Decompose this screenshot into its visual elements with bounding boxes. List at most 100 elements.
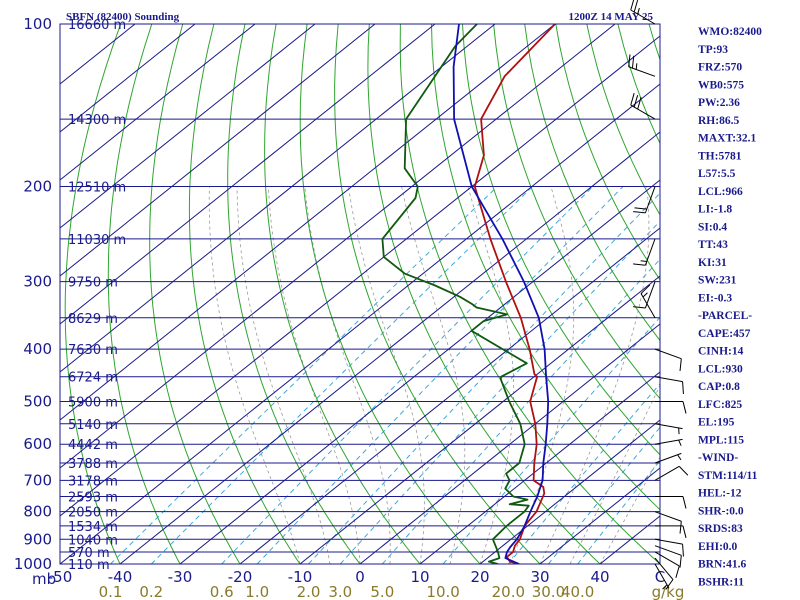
temperature-tick-label: 30: [530, 568, 549, 586]
stability-index-entry: -PARCEL-: [698, 310, 752, 322]
wind-barb-staff: [640, 293, 656, 319]
wind-barb: [633, 186, 656, 214]
wind-barb: [654, 557, 674, 590]
wind-barb-staff: [654, 452, 682, 464]
wind-barb-feather: [640, 284, 651, 294]
pressure-unit-label: mb: [32, 570, 56, 588]
isotherm-line: [119, 131, 660, 564]
wind-barb-feather: [682, 544, 684, 557]
wind-barb-feather: [633, 211, 646, 214]
wind-barb: [654, 538, 684, 557]
stability-index-entry: MAXT:32.1: [698, 133, 756, 145]
wind-barb-feather: [679, 521, 682, 534]
mixing-ratio-tick-label: 1.0: [245, 583, 269, 600]
moist-adiabat-line: [599, 456, 660, 564]
mixing-ratio-tick-label: 10.0: [426, 583, 459, 600]
height-label: 4442 m: [68, 438, 118, 453]
wind-barb-staff: [654, 545, 682, 556]
stability-index-entry: STM:114/11: [698, 470, 758, 482]
isotherm-line: [60, 35, 660, 517]
height-label: 570 m: [68, 546, 110, 561]
wind-barb-staff: [654, 465, 680, 481]
pressure-tick-label: 900: [23, 530, 52, 548]
stability-index-entry: WB0:575: [698, 79, 744, 91]
wind-barb: [654, 551, 680, 579]
temperature-tick-label: -50: [48, 568, 73, 586]
temperature-profile: [473, 24, 556, 564]
isotherm-line: [60, 24, 196, 133]
moist-adiabat-line: [539, 186, 650, 564]
wind-barb-half-feather: [635, 63, 638, 70]
isotherm-line: [179, 179, 660, 564]
stability-index-entry: LFC:825: [698, 399, 742, 411]
isotherm-line: [60, 24, 436, 325]
wind-barb-staff: [630, 9, 656, 25]
wind-barb-feather: [634, 207, 647, 210]
height-label: 110 m: [68, 558, 110, 573]
height-label: 5140 m: [68, 418, 118, 433]
wind-barb: [654, 452, 682, 464]
wind-barb-staff: [654, 551, 680, 567]
isotherm-line: [60, 24, 496, 373]
temperature-axis-labels: -50 -40 -30 -20 -10 0 10 20 30 40 C: [48, 568, 665, 586]
wind-barb: [628, 54, 656, 77]
wind-barb-half-feather: [640, 260, 647, 262]
wind-barb-feather: [682, 496, 687, 509]
stability-index-entry: TT:43: [698, 239, 728, 251]
wind-barb-staff: [654, 423, 683, 430]
wind-barb: [655, 525, 687, 539]
height-label: 3788 m: [68, 457, 118, 472]
wind-barb: [654, 423, 683, 435]
temperature-tick-label: 10: [410, 568, 429, 586]
wind-barb-feather: [678, 466, 689, 476]
wind-barb-half-feather: [662, 584, 668, 590]
wind-barb: [654, 545, 682, 568]
stability-index-entry: EL:195: [698, 417, 735, 429]
wind-barb-feather: [682, 401, 687, 414]
stability-index-entry: PW:2.36: [698, 97, 740, 109]
stability-index-entry: SW:231: [698, 275, 737, 287]
wind-barb-staff: [630, 104, 656, 120]
wind-barb: [654, 376, 684, 394]
height-label: 2593 m: [68, 491, 118, 506]
isotherm-line: [60, 24, 256, 181]
height-label: 8629 m: [68, 312, 118, 327]
stability-index-entry: -WIND-: [698, 452, 738, 464]
wind-barb-staff: [628, 66, 656, 77]
wind-barb: [633, 281, 656, 309]
wind-barb-feather: [682, 381, 684, 394]
height-label: 16660 m: [68, 18, 126, 33]
isotherm-line: [359, 323, 660, 564]
wind-barb-staff: [654, 538, 683, 545]
pressure-tick-label: 300: [23, 273, 52, 291]
isobars: [60, 24, 660, 564]
stability-index-entry: HEL:-12: [698, 488, 742, 500]
parcel-path: [452, 24, 550, 564]
pressure-tick-label: 200: [23, 178, 52, 196]
stability-index-entry: BSHR:11: [698, 576, 744, 588]
mixing-ratio-tick-label: 0.1: [99, 583, 123, 600]
wind-barb-staff: [654, 511, 682, 522]
isotherm-line: [299, 275, 660, 564]
wind-barb-feather: [633, 306, 646, 309]
stability-index-entry: FRZ:570: [698, 62, 742, 74]
wind-barb-half-feather: [677, 454, 682, 461]
stability-index-entry: EI:-0.3: [698, 292, 732, 304]
height-label: 1040 m: [68, 533, 118, 548]
wind-barb-feather: [631, 55, 635, 69]
temperature-tick-label: 0: [355, 568, 365, 586]
stability-index-entry: TH:5781: [698, 150, 742, 162]
stability-index-entry: CAP:0.8: [698, 381, 740, 393]
height-label: 3178 m: [68, 474, 118, 489]
moist-adiabat-line: [236, 186, 331, 564]
wind-barb: [630, 93, 656, 120]
wind-barb: [654, 563, 670, 590]
stability-index-entry: L57:5.5: [698, 168, 736, 180]
wind-barb-staff: [644, 238, 656, 266]
isotherm-line: [239, 227, 660, 564]
mixing-ratio-line: [110, 186, 498, 564]
wind-barb-staff: [644, 281, 656, 309]
isotherm-line: [539, 467, 660, 564]
wind-barb-staff: [654, 438, 683, 445]
sounding-profiles: [381, 24, 556, 564]
